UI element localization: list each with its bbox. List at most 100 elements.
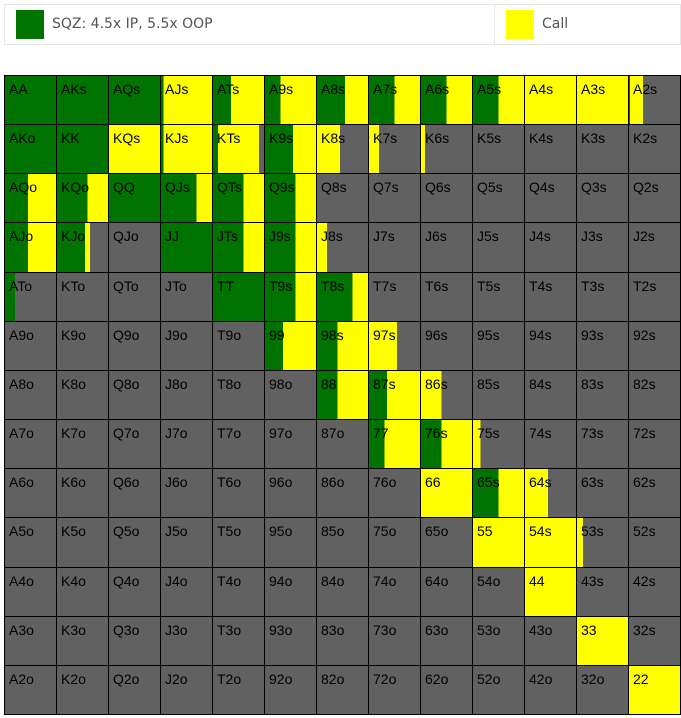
hand-cell-A4s[interactable]: A4s [525,76,577,126]
hand-cell-94s[interactable]: 94s [525,321,577,371]
hand-cell-T5s[interactable]: T5s [473,272,525,322]
hand-cell-A3o[interactable]: A3o [5,616,57,666]
hand-cell-AJo[interactable]: AJo [5,223,57,273]
hand-cell-73o[interactable]: 73o [369,616,421,666]
hand-cell-QJo[interactable]: QJo [109,223,161,273]
hand-cell-J8s[interactable]: J8s [317,223,369,273]
hand-cell-T6o[interactable]: T6o [213,469,265,519]
hand-cell-22[interactable]: 22 [629,665,681,715]
hand-cell-J8o[interactable]: J8o [161,370,213,421]
hand-cell-92s[interactable]: 92s [629,321,681,371]
hand-cell-93s[interactable]: 93s [577,321,629,371]
hand-cell-K5s[interactable]: K5s [473,125,525,175]
hand-cell-KQo[interactable]: KQo [57,174,109,224]
hand-cell-73s[interactable]: 73s [577,420,629,470]
hand-cell-T3s[interactable]: T3s [577,272,629,322]
hand-cell-J5o[interactable]: J5o [161,518,213,568]
hand-cell-33[interactable]: 33 [577,616,629,666]
hand-cell-J9s[interactable]: J9s [265,223,317,273]
hand-cell-Q4o[interactable]: Q4o [109,567,161,617]
hand-cell-76s[interactable]: 76s [421,420,473,470]
hand-cell-J3s[interactable]: J3s [577,223,629,273]
hand-cell-Q3s[interactable]: Q3s [577,174,629,224]
hand-cell-A7o[interactable]: A7o [5,420,57,470]
hand-cell-J6s[interactable]: J6s [421,223,473,273]
hand-cell-K7o[interactable]: K7o [57,420,109,470]
hand-cell-T8o[interactable]: T8o [213,370,265,421]
hand-cell-85o[interactable]: 85o [317,518,369,568]
hand-cell-T7s[interactable]: T7s [369,272,421,322]
hand-cell-A4o[interactable]: A4o [5,567,57,617]
hand-cell-K2o[interactable]: K2o [57,665,109,715]
hand-cell-82s[interactable]: 82s [629,370,681,421]
hand-cell-J4o[interactable]: J4o [161,567,213,617]
hand-cell-63s[interactable]: 63s [577,469,629,519]
hand-cell-J6o[interactable]: J6o [161,469,213,519]
hand-cell-Q6o[interactable]: Q6o [109,469,161,519]
hand-cell-Q9s[interactable]: Q9s [265,174,317,224]
hand-cell-Q3o[interactable]: Q3o [109,616,161,666]
hand-cell-A8s[interactable]: A8s [317,76,369,126]
hand-cell-74s[interactable]: 74s [525,420,577,470]
hand-cell-A8o[interactable]: A8o [5,370,57,421]
hand-cell-KQs[interactable]: KQs [109,125,161,175]
hand-cell-A2s[interactable]: A2s [629,76,681,126]
hand-cell-K3o[interactable]: K3o [57,616,109,666]
hand-cell-43o[interactable]: 43o [525,616,577,666]
hand-cell-K8o[interactable]: K8o [57,370,109,421]
hand-cell-QJs[interactable]: QJs [161,174,213,224]
hand-cell-KJs[interactable]: KJs [161,125,213,175]
hand-cell-87s[interactable]: 87s [369,370,421,421]
hand-cell-A9s[interactable]: A9s [265,76,317,126]
hand-cell-AKs[interactable]: AKs [57,76,109,126]
legend-item-call[interactable]: Call [495,5,680,44]
hand-cell-52o[interactable]: 52o [473,665,525,715]
hand-cell-65s[interactable]: 65s [473,469,525,519]
hand-cell-J9o[interactable]: J9o [161,321,213,371]
hand-cell-87o[interactable]: 87o [317,420,369,470]
hand-cell-T2s[interactable]: T2s [629,272,681,322]
hand-cell-74o[interactable]: 74o [369,567,421,617]
hand-cell-84s[interactable]: 84s [525,370,577,421]
hand-cell-J7s[interactable]: J7s [369,223,421,273]
hand-cell-QQ[interactable]: QQ [109,174,161,224]
hand-cell-42s[interactable]: 42s [629,567,681,617]
hand-cell-52s[interactable]: 52s [629,518,681,568]
hand-cell-Q6s[interactable]: Q6s [421,174,473,224]
hand-cell-J4s[interactable]: J4s [525,223,577,273]
hand-cell-QTo[interactable]: QTo [109,272,161,322]
hand-cell-Q5o[interactable]: Q5o [109,518,161,568]
hand-cell-T2o[interactable]: T2o [213,665,265,715]
hand-cell-K6s[interactable]: K6s [421,125,473,175]
hand-cell-72s[interactable]: 72s [629,420,681,470]
hand-cell-Q2o[interactable]: Q2o [109,665,161,715]
hand-cell-Q8s[interactable]: Q8s [317,174,369,224]
hand-cell-AA[interactable]: AA [5,76,57,126]
hand-cell-Q9o[interactable]: Q9o [109,321,161,371]
hand-cell-QTs[interactable]: QTs [213,174,265,224]
hand-cell-K5o[interactable]: K5o [57,518,109,568]
hand-cell-K9s[interactable]: K9s [265,125,317,175]
hand-cell-Q5s[interactable]: Q5s [473,174,525,224]
hand-cell-76o[interactable]: 76o [369,469,421,519]
hand-cell-Q7o[interactable]: Q7o [109,420,161,470]
hand-cell-54o[interactable]: 54o [473,567,525,617]
hand-cell-K3s[interactable]: K3s [577,125,629,175]
hand-cell-86o[interactable]: 86o [317,469,369,519]
hand-cell-K8s[interactable]: K8s [317,125,369,175]
hand-cell-A2o[interactable]: A2o [5,665,57,715]
hand-cell-96o[interactable]: 96o [265,469,317,519]
hand-cell-94o[interactable]: 94o [265,567,317,617]
hand-cell-KJo[interactable]: KJo [57,223,109,273]
hand-cell-42o[interactable]: 42o [525,665,577,715]
hand-cell-AKo[interactable]: AKo [5,125,57,175]
hand-cell-T5o[interactable]: T5o [213,518,265,568]
hand-cell-95o[interactable]: 95o [265,518,317,568]
hand-cell-55[interactable]: 55 [473,518,525,568]
hand-cell-83s[interactable]: 83s [577,370,629,421]
hand-cell-88[interactable]: 88 [317,370,369,421]
hand-cell-32s[interactable]: 32s [629,616,681,666]
hand-cell-T9o[interactable]: T9o [213,321,265,371]
hand-cell-T8s[interactable]: T8s [317,272,369,322]
hand-cell-63o[interactable]: 63o [421,616,473,666]
